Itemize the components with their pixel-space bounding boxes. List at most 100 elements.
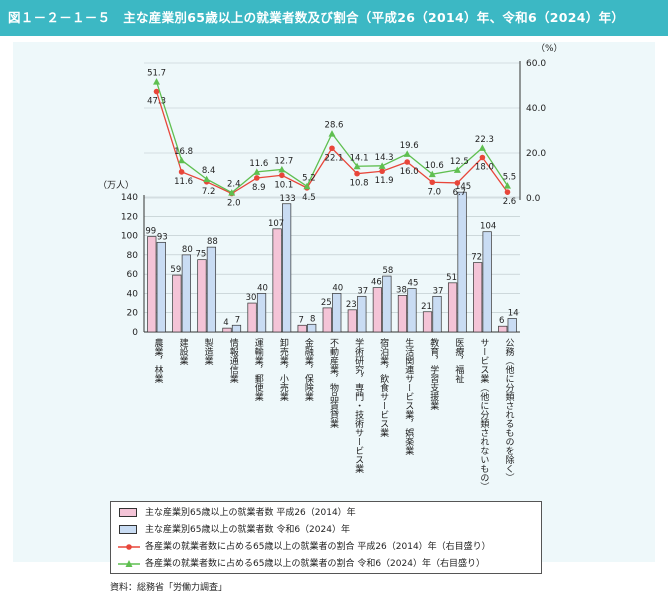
bar-label-2024: 37 — [433, 286, 444, 296]
bar-2014 — [197, 259, 207, 333]
legend-label-line-2024: 各産業の就業者数に占める65歳以上の就業者の割合 令和6（2024）年（右目盛り… — [145, 559, 485, 569]
left-tick-label: 60 — [127, 270, 139, 280]
bar-label-2014: 107 — [268, 219, 284, 229]
bar-label-2014: 25 — [321, 298, 332, 308]
line-label-2014: 2.0 — [227, 199, 241, 209]
chart-panel: 0 20 40 60 80 100 120 140 （万人） 0.0 20.0 40.0 60.0 （%）… — [13, 42, 655, 562]
category-label: サービス業（他に分類されないもの） — [478, 338, 489, 491]
point-2024 — [153, 78, 161, 85]
point-2024 — [428, 170, 436, 178]
point-2024 — [178, 156, 186, 164]
bar-label-2024: 8 — [310, 314, 315, 324]
point-2024 — [228, 189, 236, 196]
line-label-2024: 11.6 — [249, 159, 268, 169]
left-tick-label: 40 — [127, 289, 139, 299]
line-2014 — [155, 91, 508, 195]
line-label-2024: 22.3 — [475, 135, 494, 145]
figure-header: 図１－２－１－５ 主な産業別65歳以上の就業者数及び割合（平成26（2014）年… — [0, 0, 668, 36]
point-2014 — [479, 154, 486, 161]
line-label-2014: 4.5 — [302, 193, 316, 203]
category-label: 情報通信業 — [228, 337, 239, 384]
category-label: 医療，福祉 — [453, 338, 464, 384]
bar-label-2024: 7 — [235, 315, 240, 325]
line-label-2014: 6.7 — [453, 188, 467, 198]
bar-label-2024: 145 — [455, 182, 471, 192]
category-label: 教育，学習支援業 — [428, 337, 439, 411]
bar-2014 — [172, 274, 182, 333]
bar-2024 — [432, 295, 442, 333]
line-label-2024: 2.4 — [227, 180, 241, 190]
point-2014 — [178, 169, 185, 175]
category-label: 卸売業，小売業 — [278, 337, 289, 402]
bar-label-2014: 99 — [145, 227, 156, 237]
category-label: 宿泊業，飲食サービス業 — [378, 337, 389, 438]
source-note: 資料：総務省「労働力調査」 — [110, 583, 228, 593]
line-label-2014: 11.9 — [375, 176, 394, 186]
left-tick-label: 0 — [132, 328, 138, 338]
point-2024 — [478, 144, 486, 151]
bar-2024 — [407, 288, 417, 333]
line-label-2024: 14.3 — [375, 153, 394, 163]
point-2024 — [303, 182, 311, 190]
line-label-2024: 14.1 — [350, 153, 369, 163]
point-2014 — [379, 168, 385, 175]
legend-label-line-2014: 各産業の就業者数に占める65歳以上の就業者の割合 平成26（2014）年（右目盛… — [145, 542, 491, 552]
point-2014 — [279, 172, 285, 179]
point-2024 — [378, 162, 386, 169]
point-2014 — [454, 180, 461, 186]
bar-2024 — [206, 246, 217, 333]
line-label-2024: 10.6 — [425, 161, 444, 171]
category-label: 学術研究，専門・技術サービス業 — [353, 337, 364, 474]
right-axis-unit: （%） — [536, 43, 563, 54]
bar-label-2024: 40 — [257, 283, 268, 293]
bar-label-2014: 6 — [499, 316, 504, 326]
bar-2024 — [382, 275, 392, 333]
point-2024 — [203, 175, 211, 183]
bar-2014 — [473, 262, 483, 333]
bar-2014 — [422, 311, 433, 333]
line-label-2014: 7.2 — [202, 187, 216, 197]
line-label-2014: 47.3 — [147, 97, 166, 107]
bar-label-2024: 40 — [332, 283, 343, 293]
chart-svg: 0 20 40 60 80 100 120 140 （万人） 0.0 20.0 40.0 60.0 （%）… — [98, 43, 563, 491]
right-tick-label: 40.0 — [526, 104, 546, 114]
bar-label-2014: 7 — [298, 315, 303, 325]
line-label-2024: 28.6 — [325, 121, 344, 131]
bar-label-2014: 46 — [371, 278, 382, 288]
bar-2024 — [332, 293, 342, 333]
category-label: 農業，林業 — [153, 337, 164, 384]
bar-2024 — [307, 323, 317, 333]
line-label-2024: 8.4 — [202, 166, 216, 176]
bar-label-2024: 45 — [408, 279, 419, 289]
bar-label-2014: 51 — [446, 273, 457, 283]
line-label-2014: 10.8 — [350, 179, 369, 189]
bar-2014 — [322, 307, 332, 333]
line-label-2024: 51.7 — [147, 69, 166, 79]
bar-2014 — [447, 282, 458, 333]
bar-label-2014: 21 — [421, 302, 432, 312]
left-axis-unit: （万人） — [98, 180, 134, 191]
line-label-2024: 19.6 — [400, 141, 419, 151]
bar-2024 — [231, 324, 242, 333]
category-label: 不動産業，物品賃貸業 — [328, 338, 339, 429]
left-tick-label: 80 — [127, 251, 139, 261]
point-2014 — [254, 175, 260, 181]
line-label-2014: 11.6 — [174, 177, 193, 187]
bar-2024 — [507, 318, 517, 333]
point-2014 — [404, 159, 411, 165]
bar-label-2024: 58 — [382, 266, 393, 276]
figure-title: 図１－２－１－５ 主な産業別65歳以上の就業者数及び割合（平成26（2014）年… — [8, 10, 625, 25]
bar-label-2024: 104 — [480, 222, 496, 232]
right-tick-label: 0.0 — [526, 194, 541, 204]
legend-swatch-bar-2014 — [119, 508, 137, 517]
point-2024 — [353, 162, 361, 170]
bar-2024 — [282, 203, 292, 333]
legend: 主な産業別65歳以上の就業者数 平成26（2014）年 主な産業別65歳以上の就… — [110, 501, 542, 574]
category-label: 製造業 — [203, 337, 214, 366]
bar-2024 — [156, 241, 166, 333]
point-2024 — [403, 150, 411, 157]
bar-2024 — [181, 254, 191, 333]
point-2014 — [329, 145, 335, 152]
bar-label-2014: 30 — [246, 293, 257, 303]
point-2024 — [328, 130, 336, 137]
